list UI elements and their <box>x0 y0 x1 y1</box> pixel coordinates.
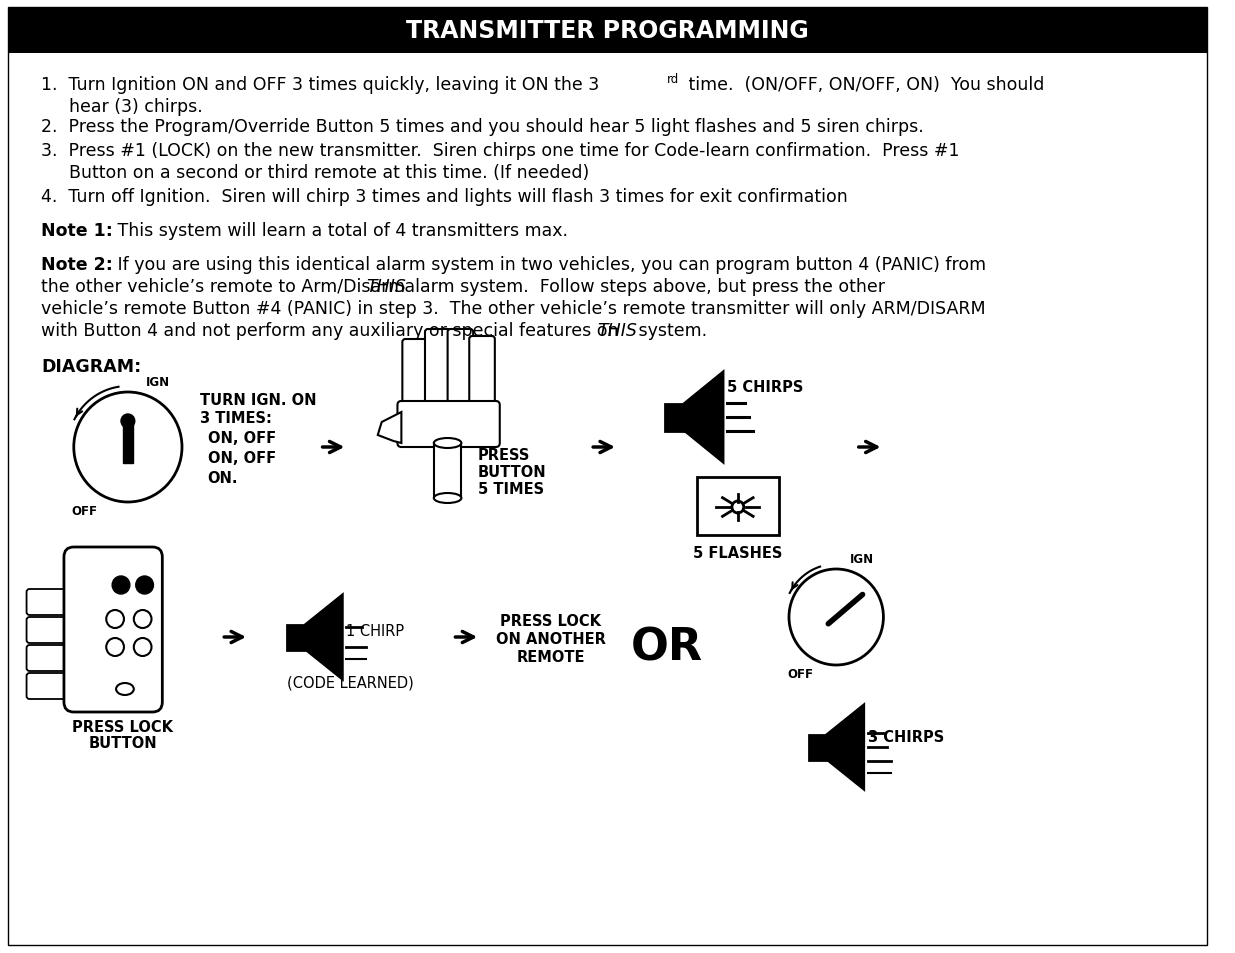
Text: THIS: THIS <box>366 277 406 295</box>
Text: with Button 4 and not perform any auxiliary or special features on: with Button 4 and not perform any auxili… <box>41 322 625 339</box>
Text: Note 1:: Note 1: <box>41 222 114 240</box>
Circle shape <box>112 577 130 595</box>
Ellipse shape <box>116 683 133 696</box>
Text: 5 TIMES: 5 TIMES <box>478 481 545 497</box>
FancyBboxPatch shape <box>447 330 473 420</box>
Bar <box>7 8 1207 54</box>
Text: ON ANOTHER: ON ANOTHER <box>496 631 606 646</box>
Bar <box>433 443 462 498</box>
Polygon shape <box>684 373 722 462</box>
Text: OFF: OFF <box>72 504 98 517</box>
Text: PRESS LOCK: PRESS LOCK <box>500 614 601 628</box>
Text: rd: rd <box>667 73 679 86</box>
Text: OR: OR <box>631 626 703 669</box>
FancyBboxPatch shape <box>398 401 500 448</box>
Circle shape <box>133 610 152 628</box>
Text: (CODE LEARNED): (CODE LEARNED) <box>288 676 414 690</box>
Text: THIS: THIS <box>598 322 637 339</box>
Text: TURN IGN. ON: TURN IGN. ON <box>200 393 316 408</box>
Text: 1 CHIRP: 1 CHIRP <box>346 623 404 639</box>
Circle shape <box>136 577 153 595</box>
Bar <box>124 421 133 463</box>
FancyBboxPatch shape <box>27 618 72 643</box>
Text: hear (3) chirps.: hear (3) chirps. <box>69 98 203 116</box>
Text: time.  (ON/OFF, ON/OFF, ON)  You should: time. (ON/OFF, ON/OFF, ON) You should <box>683 76 1044 94</box>
Text: TRANSMITTER PROGRAMMING: TRANSMITTER PROGRAMMING <box>405 19 809 43</box>
Text: 2.  Press the Program/Override Button 5 times and you should hear 5 light flashe: 2. Press the Program/Override Button 5 t… <box>41 118 924 136</box>
Text: 1.  Turn Ignition ON and OFF 3 times quickly, leaving it ON the 3: 1. Turn Ignition ON and OFF 3 times quic… <box>41 76 599 94</box>
Text: This system will learn a total of 4 transmitters max.: This system will learn a total of 4 tran… <box>112 222 568 240</box>
Polygon shape <box>378 413 401 443</box>
Text: REMOTE: REMOTE <box>516 649 585 664</box>
Text: PRESS LOCK: PRESS LOCK <box>73 720 173 734</box>
FancyBboxPatch shape <box>425 330 451 420</box>
Text: 3 TIMES:: 3 TIMES: <box>200 411 272 426</box>
Text: DIAGRAM:: DIAGRAM: <box>41 357 142 375</box>
Text: ON, OFF: ON, OFF <box>207 431 275 446</box>
Text: 5 CHIRPS: 5 CHIRPS <box>727 379 804 395</box>
Text: 3.  Press #1 (LOCK) on the new transmitter.  Siren chirps one time for Code-lear: 3. Press #1 (LOCK) on the new transmitte… <box>41 142 960 160</box>
FancyBboxPatch shape <box>27 589 72 616</box>
Circle shape <box>732 501 743 514</box>
Text: If you are using this identical alarm system in two vehicles, you can program bu: If you are using this identical alarm sy… <box>112 255 987 274</box>
FancyBboxPatch shape <box>27 673 72 700</box>
Text: 3 CHIRPS: 3 CHIRPS <box>868 729 944 744</box>
Bar <box>288 625 305 650</box>
Text: IGN: IGN <box>146 375 169 389</box>
Text: vehicle’s remote Button #4 (PANIC) in step 3.  The other vehicle’s remote transm: vehicle’s remote Button #4 (PANIC) in st… <box>41 299 986 317</box>
Text: PRESS: PRESS <box>478 448 531 462</box>
Bar <box>809 735 826 760</box>
Ellipse shape <box>433 438 462 449</box>
Text: OFF: OFF <box>787 667 813 680</box>
Text: Button on a second or third remote at this time. (If needed): Button on a second or third remote at th… <box>69 164 589 182</box>
Text: BUTTON: BUTTON <box>478 464 547 479</box>
Text: the other vehicle’s remote to Arm/Disarm: the other vehicle’s remote to Arm/Disarm <box>41 277 411 295</box>
Text: Note 2:: Note 2: <box>41 255 114 274</box>
Text: system.: system. <box>632 322 706 339</box>
Ellipse shape <box>433 494 462 503</box>
Text: 5 FLASHES: 5 FLASHES <box>693 545 783 560</box>
Text: BUTTON: BUTTON <box>89 735 157 750</box>
Bar <box>664 405 684 432</box>
FancyBboxPatch shape <box>27 645 72 671</box>
FancyBboxPatch shape <box>403 339 429 420</box>
Text: IGN: IGN <box>850 553 874 565</box>
FancyBboxPatch shape <box>64 547 162 712</box>
Circle shape <box>121 415 135 429</box>
Polygon shape <box>305 596 342 679</box>
Bar <box>697 477 779 536</box>
Circle shape <box>106 639 124 657</box>
Text: ON.: ON. <box>207 471 238 485</box>
Circle shape <box>106 610 124 628</box>
Text: alarm system.  Follow steps above, but press the other: alarm system. Follow steps above, but pr… <box>399 277 885 295</box>
Text: 4.  Turn off Ignition.  Siren will chirp 3 times and lights will flash 3 times f: 4. Turn off Ignition. Siren will chirp 3… <box>41 188 848 206</box>
Text: ON, OFF: ON, OFF <box>207 451 275 465</box>
Polygon shape <box>826 705 863 789</box>
FancyBboxPatch shape <box>469 336 495 420</box>
Circle shape <box>133 639 152 657</box>
